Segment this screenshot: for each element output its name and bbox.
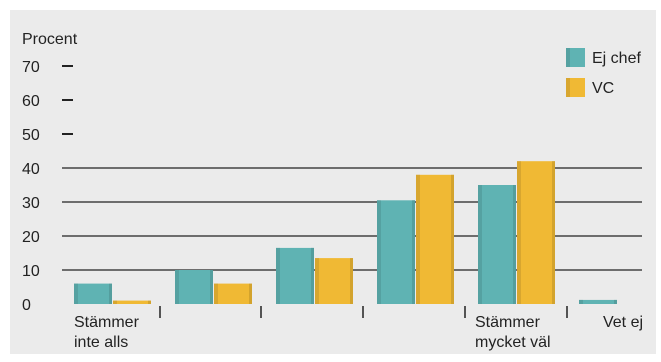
legend: Ej chef VC bbox=[566, 48, 641, 97]
y-tick-label: 70 bbox=[22, 59, 40, 76]
bar bbox=[416, 174, 454, 304]
y-tick-label: 50 bbox=[22, 127, 40, 144]
y-tick-label: 40 bbox=[22, 161, 40, 178]
y-tick-label: 20 bbox=[22, 229, 40, 246]
y-axis-ticks: 0 10 20 30 40 50 60 70 bbox=[22, 59, 73, 314]
y-tick-label: 30 bbox=[22, 195, 40, 212]
bar bbox=[315, 258, 353, 304]
legend-swatch bbox=[566, 48, 585, 67]
bar bbox=[517, 161, 555, 304]
x-category-label: Stämmer bbox=[74, 314, 140, 331]
bar bbox=[276, 247, 314, 304]
legend-label: VC bbox=[592, 80, 614, 97]
y-axis-label: Procent bbox=[22, 31, 78, 48]
legend-item: Ej chef bbox=[566, 48, 641, 67]
bar bbox=[175, 270, 213, 304]
y-tick-label: 60 bbox=[22, 93, 40, 110]
x-category-label: inte alls bbox=[74, 334, 128, 351]
x-category-label: mycket väl bbox=[475, 334, 551, 351]
x-category-label: Vet ej bbox=[603, 314, 643, 331]
bar bbox=[377, 200, 415, 304]
y-tick-label: 10 bbox=[22, 263, 40, 280]
x-category-label: Stämmer bbox=[475, 314, 541, 331]
legend-item: VC bbox=[566, 78, 614, 97]
bar bbox=[478, 185, 516, 304]
legend-label: Ej chef bbox=[592, 50, 641, 67]
x-axis: Stämmer inte alls Stämmer mycket väl Vet ej bbox=[74, 306, 643, 351]
bars bbox=[74, 161, 617, 304]
bar bbox=[113, 300, 151, 304]
bar bbox=[579, 299, 617, 304]
bar bbox=[214, 283, 252, 304]
legend-swatch bbox=[566, 78, 585, 97]
y-tick-label: 0 bbox=[22, 297, 31, 314]
bar bbox=[74, 283, 112, 304]
